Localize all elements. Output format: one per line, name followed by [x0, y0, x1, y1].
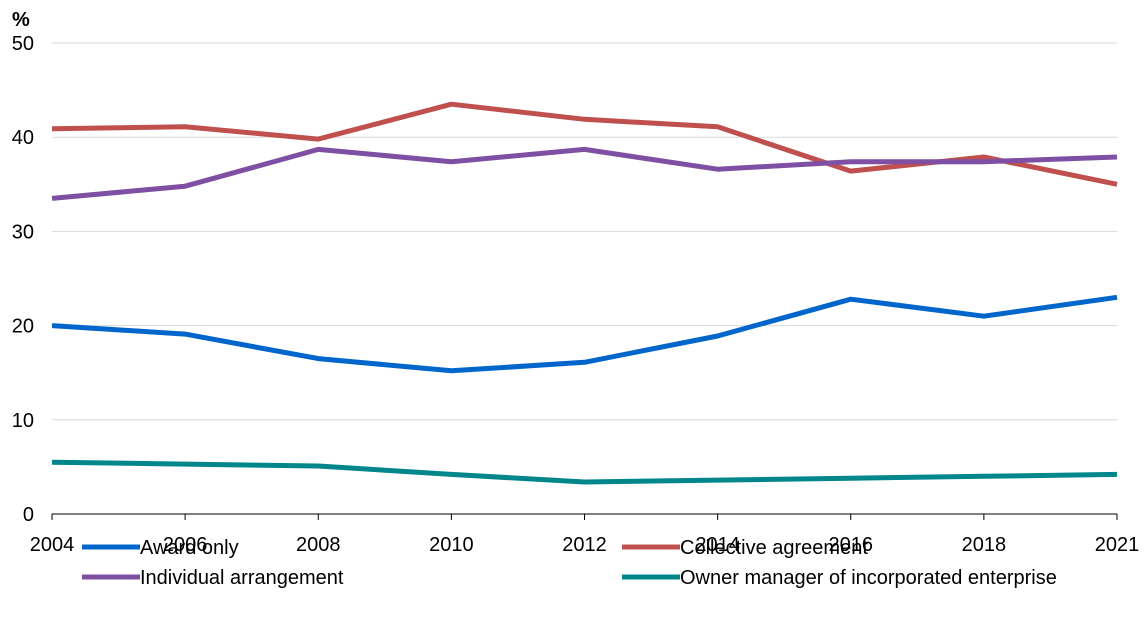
legend-label-owner-manager-of-incorporated-enterprise: Owner manager of incorporated enterprise	[680, 567, 1057, 589]
legend-label-collective-agreement: Collective agreement	[680, 537, 868, 559]
legend-item-individual-arrangement: Individual arrangement	[82, 567, 344, 589]
y-tick-label-50: 50	[12, 33, 34, 55]
legend-item-collective-agreement: Collective agreement	[622, 537, 868, 559]
x-tick-label-2021: 2021	[1095, 534, 1140, 556]
y-tick-label-10: 10	[12, 410, 34, 432]
x-tick-label-2016: 2016	[829, 534, 874, 556]
legend-item-award-only: Award only	[82, 537, 239, 559]
x-axis-tick-labels: 2004 2006 2008 2010 2012 2014 2016 2018 2021	[30, 534, 1140, 556]
x-tick-label-2006: 2006	[163, 534, 208, 556]
series-line-owner-manager-of-incorporated-enterprise	[51, 459, 1118, 485]
x-tick-label-2014: 2014	[695, 534, 740, 556]
x-axis-ticks	[51, 514, 1118, 520]
x-tick-label-2018: 2018	[962, 534, 1007, 556]
legend-label-award-only: Award only	[140, 537, 239, 559]
x-tick-label-2004: 2004	[30, 534, 75, 556]
y-tick-label-40: 40	[12, 127, 34, 149]
y-axis-tick-labels: 0 10 20 30 40 50	[12, 33, 34, 526]
y-axis-unit-label: %	[12, 9, 30, 31]
y-tick-label-0: 0	[23, 504, 34, 526]
y-tick-label-30: 30	[12, 221, 34, 243]
legend-item-owner-manager-of-incorporated-enterprise: Owner manager of incorporated enterprise	[622, 567, 1057, 589]
series-line-collective-agreement	[51, 101, 1118, 187]
y-tick-label-20: 20	[12, 316, 34, 338]
series-lines	[51, 101, 1118, 485]
legend: Award only Collective agreement Individual…	[82, 537, 1057, 589]
x-tick-label-2012: 2012	[562, 534, 607, 556]
series-line-individual-arrangement	[51, 146, 1118, 201]
legend-label-individual-arrangement: Individual arrangement	[140, 567, 344, 589]
gridlines	[52, 42, 1117, 421]
series-line-award-only	[51, 294, 1118, 374]
x-tick-label-2010: 2010	[429, 534, 474, 556]
x-tick-label-2008: 2008	[296, 534, 341, 556]
